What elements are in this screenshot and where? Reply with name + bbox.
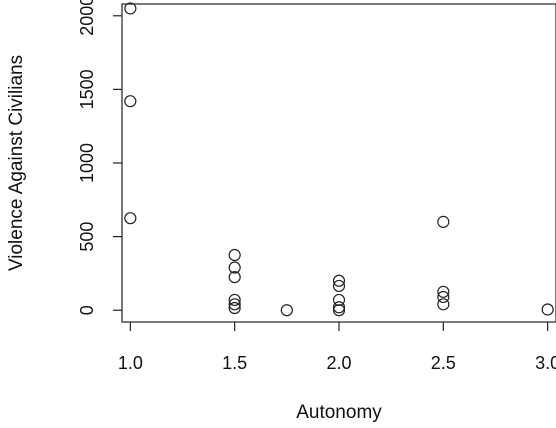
data-point bbox=[541, 303, 554, 316]
x-tick-label: 2.5 bbox=[431, 353, 456, 373]
data-point bbox=[228, 248, 241, 262]
x-axis-label: Autonomy bbox=[296, 402, 382, 423]
data-point bbox=[228, 261, 241, 274]
data-point bbox=[228, 293, 241, 307]
data-point bbox=[228, 298, 241, 311]
x-tick-label: 1.0 bbox=[118, 353, 143, 373]
data-point bbox=[437, 285, 450, 298]
data-point bbox=[437, 290, 450, 304]
x-axis: 1.0 1.5 2.0 2.5 3.0 bbox=[118, 322, 556, 373]
data-point bbox=[228, 301, 241, 315]
data-point bbox=[332, 301, 346, 314]
data-point bbox=[332, 274, 346, 287]
data-point bbox=[124, 95, 137, 108]
y-axis-label: Violence Against Civilians bbox=[6, 55, 27, 271]
y-tick-label: 2000 bbox=[77, 0, 97, 36]
y-axis: 0 500 1000 1500 2000 bbox=[77, 0, 122, 315]
data-point bbox=[332, 279, 346, 293]
data-point bbox=[124, 212, 137, 225]
data-point bbox=[280, 304, 293, 317]
data-point bbox=[437, 298, 450, 311]
x-tick-label: 3.0 bbox=[535, 353, 556, 373]
data-point bbox=[437, 215, 450, 228]
y-tick-label: 1500 bbox=[77, 69, 97, 109]
data-points bbox=[124, 2, 554, 317]
x-tick-label: 2.0 bbox=[326, 353, 351, 373]
y-tick-label: 500 bbox=[77, 222, 97, 252]
plot-frame bbox=[121, 3, 556, 323]
y-tick-label: 0 bbox=[77, 305, 97, 315]
data-point bbox=[124, 2, 137, 15]
data-point bbox=[332, 304, 346, 317]
data-point bbox=[228, 270, 241, 284]
data-point bbox=[332, 293, 346, 307]
x-tick-label: 1.5 bbox=[222, 353, 247, 373]
y-tick-label: 1000 bbox=[77, 143, 97, 183]
